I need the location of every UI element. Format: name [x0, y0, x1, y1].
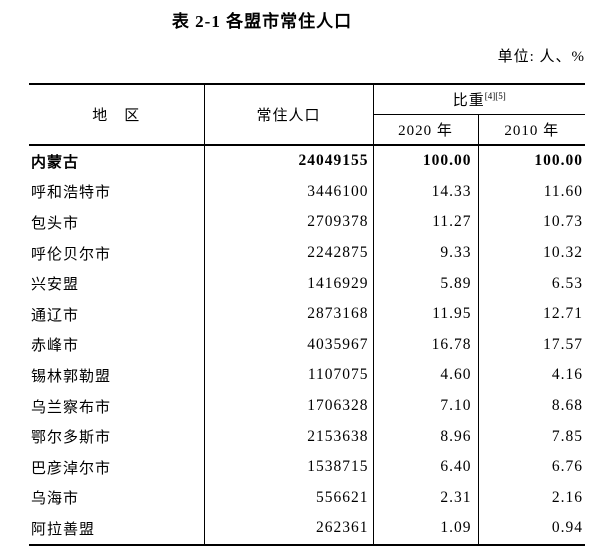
share-2010-cell: 100.00 — [534, 152, 584, 170]
unit-note: 单位: 人、% — [497, 49, 585, 65]
region-cell: 包头市 — [29, 207, 205, 238]
column-header-region: 地 区 — [29, 84, 205, 145]
share-note-refs: [4][5] — [484, 91, 506, 101]
population-cell: 1538715 — [204, 451, 374, 483]
region-cell: 赤峰市 — [29, 329, 205, 361]
region-cell: 呼伦贝尔市 — [29, 237, 205, 269]
region-cell: 鄂尔多斯市 — [29, 421, 205, 452]
table-row: 鄂尔多斯市 2153638 8.96 7.85 — [29, 421, 585, 452]
population-cell: 2153638 — [204, 421, 374, 452]
share-2010-cell: 8.68 — [551, 397, 584, 415]
share-2020-cell: 6.40 — [373, 451, 479, 483]
share-2010-cell: 10.73 — [543, 213, 584, 231]
table-row: 赤峰市 4035967 16.78 17.57 — [29, 329, 585, 361]
table-row-total: 内蒙古 24049155 100.00 100.00 — [29, 145, 585, 177]
population-table: 地 区 常住人口 比重[4][5] 2020 年 2010 年 内蒙古 2404… — [29, 83, 586, 546]
share-2020-cell: 8.96 — [373, 421, 479, 452]
region-cell: 兴安盟 — [29, 268, 205, 299]
region-cell: 通辽市 — [29, 298, 205, 330]
population-cell: 1416929 — [204, 268, 374, 299]
table-row: 乌海市 556621 2.31 2.16 — [29, 482, 585, 514]
region-cell: 巴彦淖尔市 — [29, 451, 205, 483]
share-2010-cell: 11.60 — [543, 182, 584, 200]
share-2020-cell: 4.60 — [373, 360, 479, 391]
share-2010-cell: 12.71 — [543, 305, 584, 323]
population-cell: 556621 — [204, 482, 374, 514]
population-cell: 2242875 — [204, 237, 374, 269]
table-row: 通辽市 2873168 11.95 12.71 — [29, 298, 585, 330]
table-body: 内蒙古 24049155 100.00 100.00 呼和浩特市 3446100… — [29, 145, 585, 545]
share-2010-cell: 6.53 — [551, 274, 584, 292]
region-cell: 乌海市 — [29, 482, 205, 514]
share-2010-cell: 7.85 — [551, 427, 584, 445]
region-cell: 内蒙古 — [29, 145, 205, 177]
column-header-share: 比重[4][5] — [373, 84, 586, 115]
table-row: 兴安盟 1416929 5.89 6.53 — [29, 268, 585, 299]
population-cell: 1706328 — [204, 390, 374, 422]
population-cell: 24049155 — [204, 145, 374, 177]
share-2020-cell: 7.10 — [373, 390, 479, 422]
column-header-2020: 2020 年 — [373, 114, 479, 145]
share-2010-cell: 10.32 — [543, 244, 584, 262]
share-2020-cell: 2.31 — [373, 482, 479, 514]
share-2020-cell: 11.27 — [373, 207, 479, 238]
table-row: 呼伦贝尔市 2242875 9.33 10.32 — [29, 237, 585, 269]
share-label: 比重 — [452, 93, 485, 109]
population-cell: 2709378 — [204, 207, 374, 238]
table-row: 阿拉善盟 262361 1.09 0.94 — [29, 513, 585, 545]
table-row: 锡林郭勒盟 1107075 4.60 4.16 — [29, 360, 585, 391]
share-2020-cell: 14.33 — [373, 176, 479, 208]
column-header-population: 常住人口 — [204, 84, 374, 145]
share-2020-cell: 11.95 — [373, 298, 479, 330]
share-2010-cell: 17.57 — [543, 335, 584, 353]
header-row-years: 2020 年 2010 年 — [29, 114, 585, 145]
table-header: 地 区 常住人口 比重[4][5] 2020 年 2010 年 — [29, 84, 586, 145]
share-2020-cell: 1.09 — [373, 513, 479, 545]
share-2010-cell: 6.76 — [551, 458, 584, 476]
header-row-top: 地 区 常住人口 比重[4][5] — [29, 84, 586, 145]
column-header-2010: 2010 年 — [504, 123, 560, 139]
population-cell: 3446100 — [204, 176, 374, 208]
table-row: 巴彦淖尔市 1538715 6.40 6.76 — [29, 451, 585, 483]
share-2020-cell: 9.33 — [373, 237, 479, 269]
share-2010-cell: 4.16 — [551, 366, 584, 384]
region-cell: 呼和浩特市 — [29, 176, 205, 208]
population-cell: 4035967 — [204, 329, 374, 361]
share-2020-cell: 100.00 — [373, 145, 479, 177]
table-title: 表 2-1 各盟市常住人口 — [171, 12, 353, 31]
share-2010-cell: 0.94 — [551, 519, 584, 537]
region-cell: 乌兰察布市 — [29, 390, 205, 422]
region-cell: 阿拉善盟 — [29, 513, 205, 545]
population-cell: 1107075 — [204, 360, 374, 391]
population-cell: 262361 — [204, 513, 374, 545]
share-2010-cell: 2.16 — [551, 488, 584, 506]
table-row: 包头市 2709378 11.27 10.73 — [29, 207, 585, 238]
population-cell: 2873168 — [204, 298, 374, 330]
share-2020-cell: 5.89 — [373, 268, 479, 299]
table-row: 呼和浩特市 3446100 14.33 11.60 — [29, 176, 585, 208]
table-row: 乌兰察布市 1706328 7.10 8.68 — [29, 390, 585, 422]
share-2020-cell: 16.78 — [373, 329, 479, 361]
region-cell: 锡林郭勒盟 — [29, 360, 205, 391]
